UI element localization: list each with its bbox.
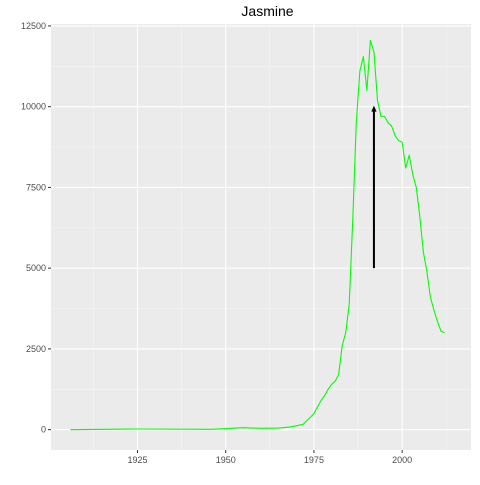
plot-panel	[51, 24, 471, 450]
x-tick-label: 1950	[216, 455, 236, 465]
y-tick-label: 5000	[26, 263, 46, 273]
x-tick-label: 2000	[392, 455, 412, 465]
x-tick-label: 1975	[304, 455, 324, 465]
y-tick-label: 0	[41, 425, 46, 435]
y-tick-label: 7500	[26, 182, 46, 192]
annotation-arrow-head	[371, 105, 377, 112]
y-tick-label: 12500	[21, 21, 46, 31]
y-tick-label: 10000	[21, 102, 46, 112]
series-line-0	[70, 39, 445, 431]
chart-title: Jasmine	[241, 3, 293, 19]
x-tick-label: 1925	[127, 455, 147, 465]
y-tick-label: 2500	[26, 344, 46, 354]
